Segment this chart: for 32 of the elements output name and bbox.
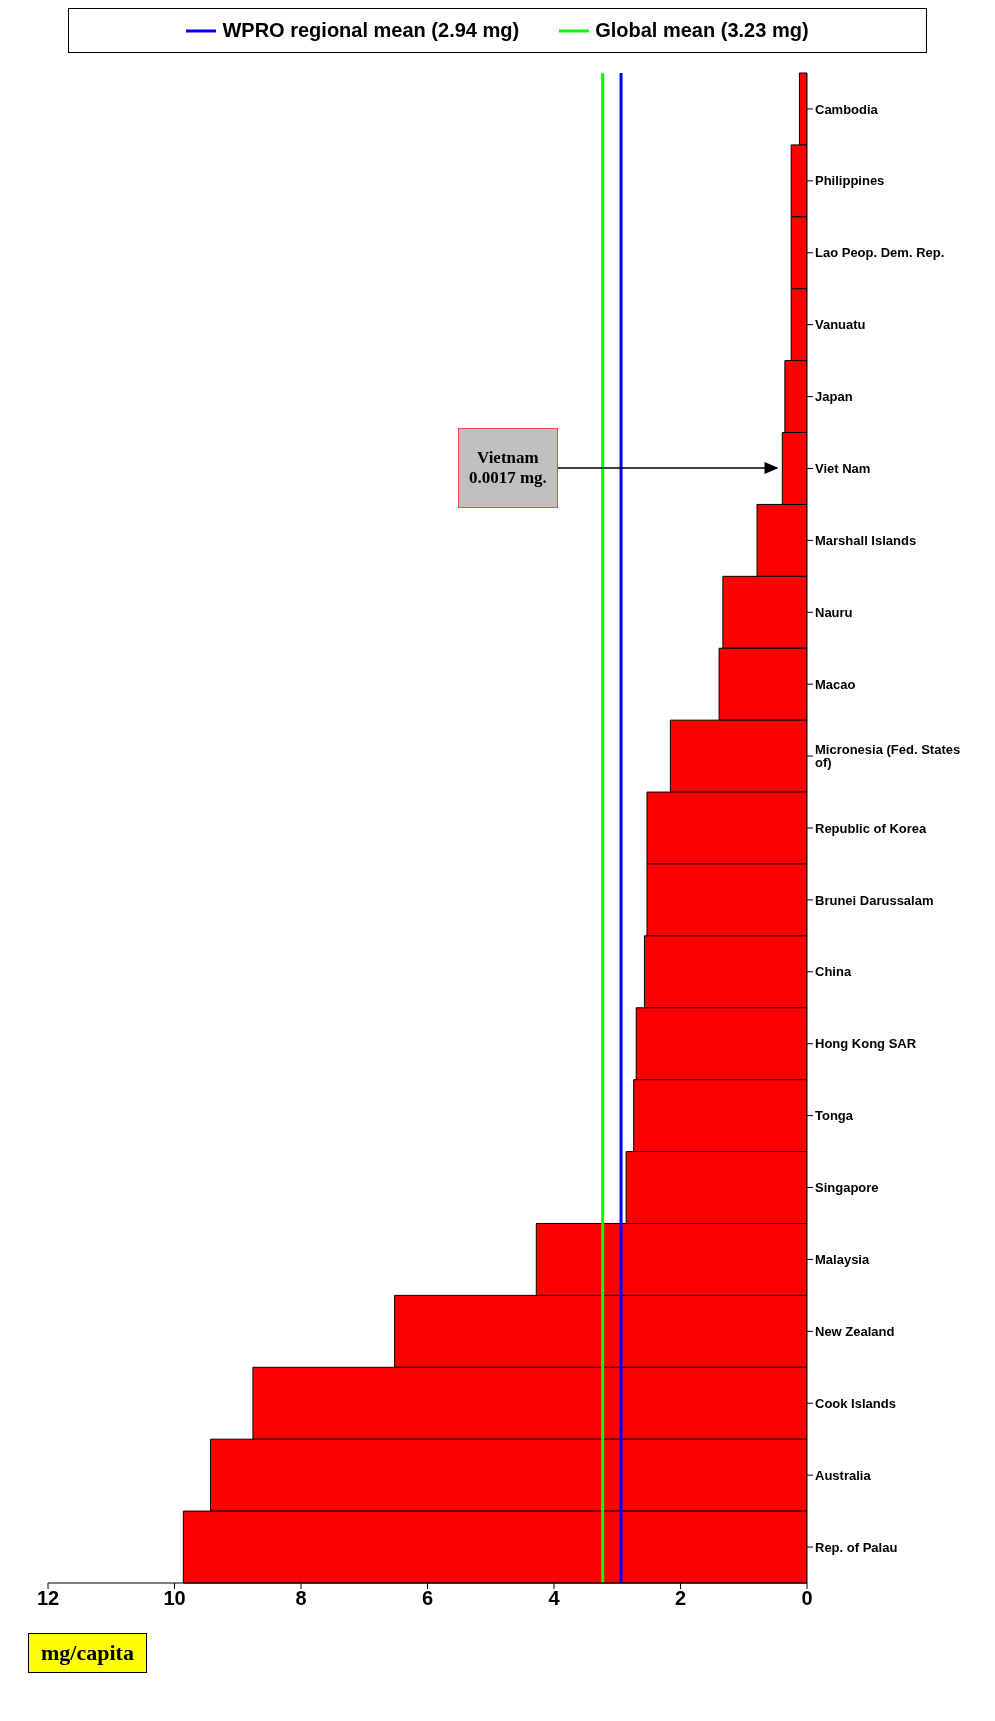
x-tick-label: 2 — [674, 1587, 687, 1610]
x-tick-label: 4 — [548, 1587, 561, 1610]
y-tick-label: Nauru — [815, 604, 853, 620]
x-tick-label: 0 — [801, 1587, 813, 1610]
x-tick-label: 12 — [36, 1587, 60, 1610]
y-tick-label: Malaysia — [815, 1252, 870, 1268]
y-tick-label: Vanuatu — [815, 317, 866, 333]
y-tick-label: New Zealand — [815, 1323, 895, 1339]
y-tick-label: Republic of Korea — [815, 820, 928, 836]
y-tick-label: Micronesia (Fed. States of) — [815, 742, 961, 771]
x-axis-title: mg/capita — [28, 1633, 147, 1673]
y-tick-label: Philippines — [815, 173, 885, 189]
y-tick-label: Rep. of Palau — [815, 1539, 898, 1555]
callout-box: Vietnam 0.0017 mg. — [457, 428, 558, 509]
y-tick-label: Tonga — [815, 1108, 854, 1124]
y-tick-label: China — [815, 964, 852, 980]
y-tick-label: Macao — [815, 676, 856, 692]
y-tick-label: Cook Islands — [815, 1395, 896, 1411]
y-tick-label: Lao Peop. Dem. Rep. — [815, 245, 945, 261]
y-tick-label: Brunei Darussalam — [815, 892, 934, 908]
y-tick-label: Marshall Islands — [815, 533, 917, 548]
x-tick-label: 6 — [421, 1587, 434, 1610]
y-tick-label: Japan — [815, 389, 853, 405]
legend-label: WPRO regional mean (2.94 mg) — [222, 19, 520, 42]
x-tick-label: 10 — [163, 1587, 186, 1610]
x-tick-label: 8 — [295, 1587, 307, 1610]
y-tick-label: Australia — [815, 1467, 872, 1483]
y-tick-label: Cambodia — [815, 101, 879, 117]
y-tick-label: Singapore — [815, 1180, 879, 1196]
y-tick-label: Hong Kong SAR — [815, 1036, 917, 1052]
legend-label: Global mean (3.23 mg) — [595, 19, 809, 42]
y-tick-label: Viet Nam — [815, 461, 871, 477]
